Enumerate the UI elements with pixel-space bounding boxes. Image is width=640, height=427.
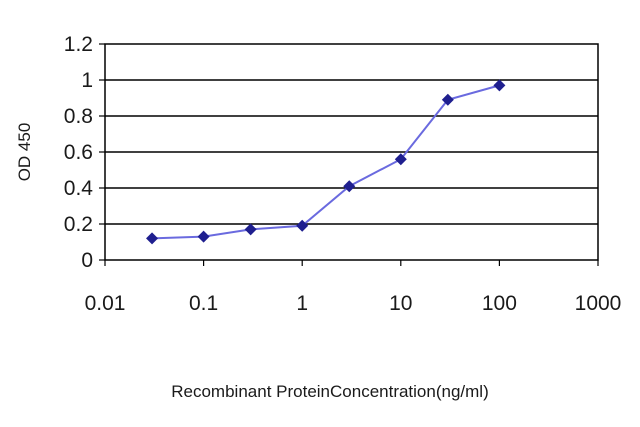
data-point (493, 79, 506, 92)
y-tick-label: 0.6 (64, 141, 93, 164)
y-tick-label: 0.4 (64, 177, 94, 200)
x-tick-label: 1 (296, 292, 308, 315)
y-axis-title: OD 450 (15, 123, 34, 182)
x-tick-label: 1000 (575, 292, 622, 315)
x-tick-label: 0.1 (189, 292, 218, 315)
x-tick-label: 0.01 (85, 292, 126, 315)
data-point (343, 180, 356, 193)
x-tick-label: 10 (389, 292, 412, 315)
y-tick-label: 1.2 (64, 33, 93, 56)
series (146, 79, 506, 245)
y-tick-label: 1 (81, 69, 93, 92)
x-tick-label: 100 (482, 292, 517, 315)
data-point (394, 153, 407, 166)
data-point (197, 230, 210, 243)
data-point (296, 219, 309, 232)
series-line (152, 84, 500, 240)
data-point (244, 223, 257, 236)
data-point (146, 232, 159, 245)
y-tick-label: 0.8 (64, 105, 93, 128)
y-tick-labels: 0 0.2 0.4 0.6 0.8 1 1.2 (64, 33, 105, 272)
x-tick-labels: 0.01 0.1 1 10 100 1000 (85, 260, 622, 315)
x-axis-title: Recombinant ProteinConcentration(ng/ml) (171, 382, 489, 401)
data-point (441, 93, 454, 106)
y-tick-label: 0 (81, 249, 93, 272)
y-tick-label: 0.2 (64, 213, 93, 236)
